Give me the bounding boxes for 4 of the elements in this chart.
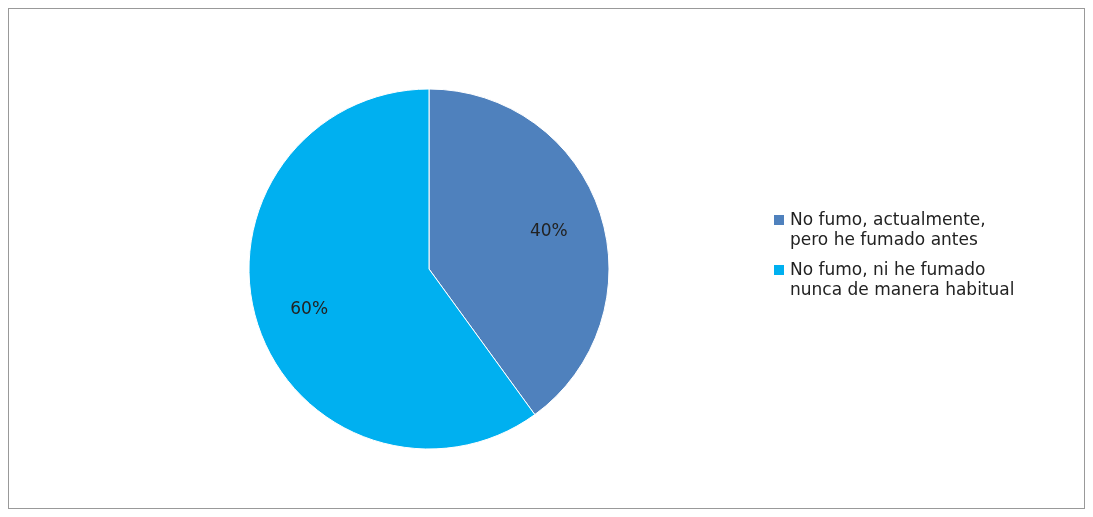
data-label: 60% (290, 297, 329, 318)
legend-label: No fumo, actualmente, pero he fumado antes (790, 208, 987, 249)
legend-label: No fumo, ni he fumado nunca de manera habitual (790, 258, 1016, 299)
data-label: 40% (529, 220, 568, 241)
